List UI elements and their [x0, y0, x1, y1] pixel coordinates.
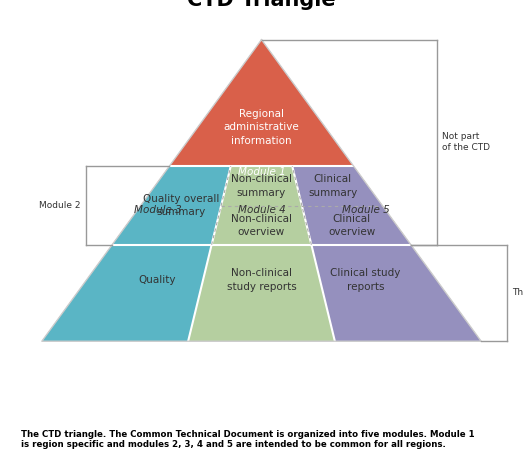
Text: CTD Triangle: CTD Triangle [187, 0, 336, 10]
Text: Module 4: Module 4 [237, 205, 286, 215]
Text: Module 2: Module 2 [39, 201, 81, 210]
Polygon shape [112, 39, 411, 245]
Polygon shape [188, 166, 335, 341]
Polygon shape [292, 166, 481, 341]
Text: The CTD: The CTD [513, 288, 523, 297]
Text: Not part
of the CTD: Not part of the CTD [442, 132, 490, 152]
Text: Non-clinical
overview: Non-clinical overview [231, 213, 292, 237]
Text: Module 1: Module 1 [237, 167, 286, 177]
Text: Clinical study
reports: Clinical study reports [331, 268, 401, 291]
Text: Quality: Quality [139, 275, 176, 285]
Polygon shape [42, 166, 231, 341]
Text: Quality overall
summary: Quality overall summary [143, 194, 219, 217]
Polygon shape [42, 39, 481, 341]
Text: Module 3: Module 3 [133, 205, 181, 215]
Text: Module 5: Module 5 [342, 205, 390, 215]
Text: Non-clinical
summary: Non-clinical summary [231, 174, 292, 197]
Text: Clinical
summary: Clinical summary [308, 174, 357, 197]
Text: Clinical
overview: Clinical overview [328, 213, 375, 237]
Text: Regional
administrative
information: Regional administrative information [224, 109, 299, 146]
Text: The CTD triangle. The Common Technical Document is organized into five modules. : The CTD triangle. The Common Technical D… [21, 430, 474, 449]
Text: Non-clinical
study reports: Non-clinical study reports [226, 268, 297, 291]
